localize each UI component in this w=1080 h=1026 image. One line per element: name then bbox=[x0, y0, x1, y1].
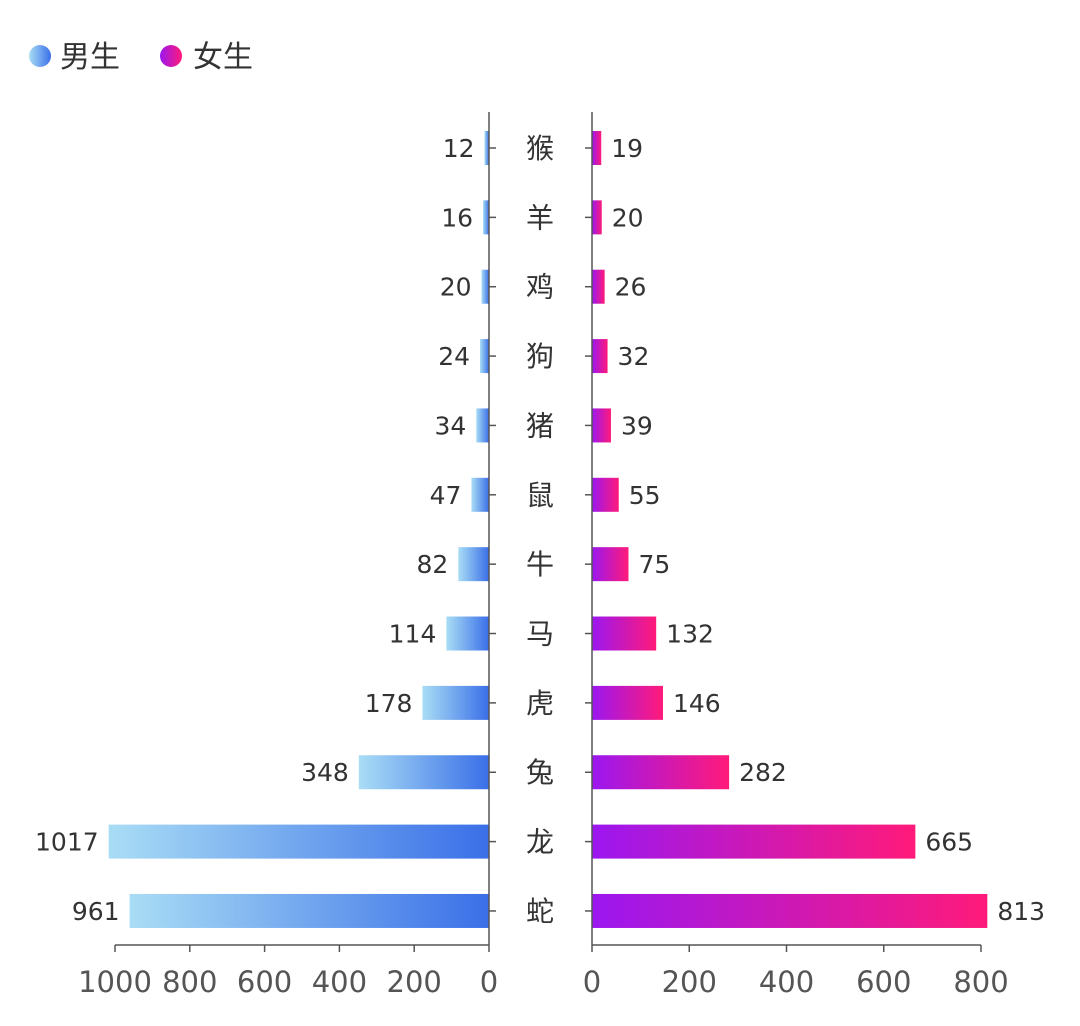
bar-male-9 bbox=[358, 755, 489, 790]
left-axis-tick-label-5: 0 bbox=[480, 965, 498, 999]
bar-male-7 bbox=[446, 616, 489, 651]
value-label-male-2: 20 bbox=[440, 273, 472, 302]
value-label-female-7: 132 bbox=[666, 620, 714, 649]
value-label-male-3: 24 bbox=[438, 342, 470, 371]
value-label-female-8: 146 bbox=[673, 689, 721, 718]
right-axis-tick-label-3: 600 bbox=[856, 965, 911, 999]
bar-male-4 bbox=[476, 408, 489, 443]
bar-female-10 bbox=[592, 824, 916, 859]
bar-female-0 bbox=[592, 131, 602, 165]
value-label-female-11: 813 bbox=[997, 897, 1045, 926]
value-label-male-10: 1017 bbox=[35, 828, 99, 857]
value-label-female-0: 19 bbox=[611, 134, 643, 163]
category-label-9: 兔 bbox=[526, 756, 554, 789]
value-label-female-6: 75 bbox=[638, 550, 670, 579]
value-label-male-1: 16 bbox=[441, 203, 473, 232]
left-axis-tick-label-2: 600 bbox=[237, 965, 292, 999]
value-label-female-9: 282 bbox=[739, 758, 787, 787]
value-label-male-0: 12 bbox=[443, 134, 475, 163]
left-axis-tick-label-0: 1000 bbox=[78, 965, 152, 999]
value-label-male-11: 961 bbox=[72, 897, 120, 926]
category-label-7: 马 bbox=[526, 618, 554, 651]
left-value-labels: 12 16 20 24 34 47 82 114 178 348 1017 961 bbox=[35, 134, 474, 926]
left-axis-tick-label-3: 400 bbox=[312, 965, 367, 999]
left-panel-male: 12 16 20 24 34 47 82 114 178 348 1017 961 1000 800 60… bbox=[35, 112, 498, 999]
legend-marker-male bbox=[29, 45, 51, 67]
right-axis-tick-label-1: 200 bbox=[662, 965, 717, 999]
right-panel-female: 19 20 26 32 39 55 75 132 146 282 665 813 0 200 400 600… bbox=[583, 112, 1045, 999]
category-label-4: 猪 bbox=[526, 409, 554, 442]
value-label-female-4: 39 bbox=[621, 411, 653, 440]
category-label-11: 蛇 bbox=[526, 895, 554, 928]
category-label-0: 猴 bbox=[526, 132, 554, 165]
left-axis-tick-label-1: 800 bbox=[162, 965, 217, 999]
value-label-male-4: 34 bbox=[434, 411, 466, 440]
right-axis-tick-label-2: 400 bbox=[759, 965, 814, 999]
right-value-labels: 19 20 26 32 39 55 75 132 146 282 665 813 bbox=[611, 134, 1045, 926]
value-label-male-5: 47 bbox=[430, 481, 462, 510]
right-axis-tick-label-4: 800 bbox=[953, 965, 1008, 999]
bar-male-10 bbox=[108, 824, 489, 859]
value-label-female-5: 55 bbox=[629, 481, 661, 510]
right-bars bbox=[592, 131, 988, 928]
left-bars bbox=[108, 131, 489, 928]
legend-marker-female bbox=[160, 45, 182, 67]
value-label-male-6: 82 bbox=[417, 550, 449, 579]
bar-female-7 bbox=[592, 616, 657, 651]
value-label-female-3: 32 bbox=[618, 342, 650, 371]
value-label-female-2: 26 bbox=[615, 273, 647, 302]
value-label-male-8: 178 bbox=[365, 689, 413, 718]
value-label-male-9: 348 bbox=[301, 758, 349, 787]
bar-female-4 bbox=[592, 408, 611, 443]
bar-male-0 bbox=[484, 131, 489, 165]
category-label-5: 鼠 bbox=[526, 479, 554, 512]
bar-male-1 bbox=[483, 200, 489, 235]
bar-male-2 bbox=[481, 269, 489, 304]
category-label-1: 羊 bbox=[526, 201, 554, 234]
category-label-3: 狗 bbox=[526, 340, 554, 373]
value-label-female-1: 20 bbox=[612, 203, 644, 232]
bar-male-6 bbox=[458, 547, 489, 582]
value-label-male-7: 114 bbox=[389, 620, 437, 649]
category-label-6: 牛 bbox=[526, 548, 554, 581]
bar-female-2 bbox=[592, 269, 605, 304]
legend-label-female: 女生 bbox=[193, 40, 253, 75]
bar-female-3 bbox=[592, 339, 608, 374]
left-axis-tick-label-4: 200 bbox=[387, 965, 442, 999]
bar-female-9 bbox=[592, 755, 730, 790]
bar-female-5 bbox=[592, 477, 619, 512]
right-axis: 0 200 400 600 800 bbox=[583, 112, 1009, 999]
bar-male-8 bbox=[422, 685, 489, 720]
category-label-8: 虎 bbox=[526, 687, 554, 720]
legend-label-male: 男生 bbox=[60, 40, 120, 75]
value-label-female-10: 665 bbox=[925, 828, 973, 857]
bar-female-6 bbox=[592, 547, 629, 582]
bar-female-1 bbox=[592, 200, 602, 235]
category-label-2: 鸡 bbox=[526, 271, 554, 304]
bar-female-8 bbox=[592, 685, 663, 720]
bar-male-5 bbox=[471, 477, 489, 512]
bar-female-11 bbox=[592, 893, 988, 928]
left-axis: 1000 800 600 400 200 0 bbox=[78, 112, 498, 999]
bar-male-11 bbox=[129, 893, 489, 928]
bar-male-3 bbox=[480, 339, 489, 374]
legend: 男生 女生 bbox=[29, 40, 253, 75]
category-label-10: 龙 bbox=[526, 826, 554, 859]
right-axis-tick-label-0: 0 bbox=[583, 965, 601, 999]
